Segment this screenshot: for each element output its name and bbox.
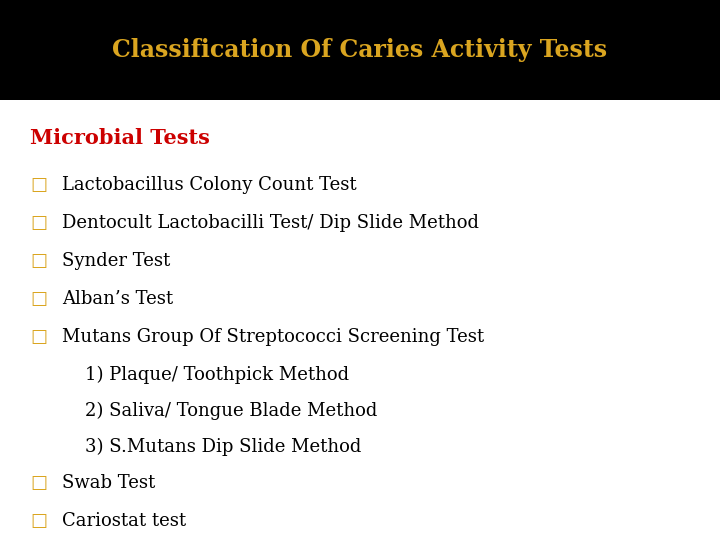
Text: □: □ — [30, 290, 47, 308]
Text: □: □ — [30, 474, 47, 492]
Bar — [0, 0, 720, 100]
Text: Lactobacillus Colony Count Test: Lactobacillus Colony Count Test — [62, 176, 356, 194]
Text: □: □ — [30, 176, 47, 194]
Text: Classification Of Caries Activity Tests: Classification Of Caries Activity Tests — [112, 38, 608, 62]
Text: Alban’s Test: Alban’s Test — [62, 290, 173, 308]
Text: Microbial Tests: Microbial Tests — [30, 128, 210, 148]
Text: 3) S.Mutans Dip Slide Method: 3) S.Mutans Dip Slide Method — [85, 438, 361, 456]
Text: 2) Saliva/ Tongue Blade Method: 2) Saliva/ Tongue Blade Method — [85, 402, 377, 420]
Text: Mutans Group Of Streptococci Screening Test: Mutans Group Of Streptococci Screening T… — [62, 328, 484, 346]
Text: □: □ — [30, 328, 47, 346]
Text: Dentocult Lactobacilli Test/ Dip Slide Method: Dentocult Lactobacilli Test/ Dip Slide M… — [62, 214, 479, 232]
Text: Swab Test: Swab Test — [62, 474, 156, 492]
Text: □: □ — [30, 214, 47, 232]
Text: 1) Plaque/ Toothpick Method: 1) Plaque/ Toothpick Method — [85, 366, 349, 384]
Text: Cariostat test: Cariostat test — [62, 512, 186, 530]
Text: □: □ — [30, 512, 47, 530]
Text: Synder Test: Synder Test — [62, 252, 170, 270]
Text: □: □ — [30, 252, 47, 270]
